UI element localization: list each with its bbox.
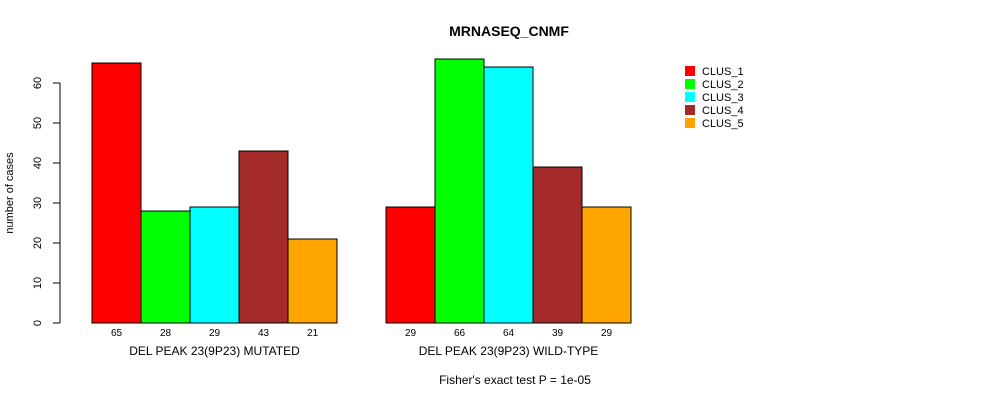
bar-clus-5-group-1 [287, 238, 338, 324]
y-tick-label: 40 [32, 157, 44, 169]
bar-value-label: 29 [405, 328, 417, 339]
bar-clus-1-group-2 [385, 206, 436, 324]
y-tick-label: 60 [32, 77, 44, 89]
legend-swatch [685, 105, 695, 115]
bar-value-label: 43 [258, 328, 270, 339]
legend-label: CLUS_4 [702, 105, 744, 117]
legend-swatch [685, 92, 695, 102]
footnote: Fisher's exact test P = 1e-05 [439, 373, 591, 387]
group-labels: DEL PEAK 23(9P23) MUTATED DEL PEAK 23(9P2… [129, 344, 598, 358]
y-tick-label: 0 [32, 320, 44, 326]
legend-label: CLUS_5 [702, 118, 744, 130]
bar-value-label: 29 [209, 328, 221, 339]
bar-value-label: 28 [160, 328, 172, 339]
bar-value-label: 66 [454, 328, 466, 339]
group-label: DEL PEAK 23(9P23) WILD-TYPE [419, 344, 599, 358]
bar-value-labels: 65 28 29 43 21 29 66 64 39 29 [111, 328, 613, 339]
bar-value-label: 65 [111, 328, 123, 339]
chart-title: MRNASEQ_CNMF [449, 23, 569, 39]
y-axis-label: number of cases [4, 152, 16, 234]
bar-clus-5-group-2 [581, 206, 632, 324]
y-axis: 0 10 20 30 40 50 60 [32, 77, 61, 326]
bar-value-label: 64 [503, 328, 515, 339]
bar-clus-4-group-1 [238, 150, 289, 324]
legend-label: CLUS_3 [702, 92, 744, 104]
group-label: DEL PEAK 23(9P23) MUTATED [129, 344, 300, 358]
legend-swatch [685, 118, 695, 128]
bar-clus-4-group-2 [532, 166, 583, 324]
y-tick-label: 50 [32, 117, 44, 129]
bar-clus-2-group-2 [434, 58, 485, 324]
bar-clus-3-group-2 [483, 66, 534, 324]
bar-value-label: 29 [601, 328, 613, 339]
bars [91, 58, 632, 324]
bar-clus-3-group-1 [189, 206, 240, 324]
y-tick-label: 30 [32, 197, 44, 209]
bar-clus-1-group-1 [91, 62, 142, 324]
legend-swatch [685, 79, 695, 89]
legend-swatch [685, 66, 695, 76]
bar-clus-2-group-1 [140, 210, 191, 324]
legend-label: CLUS_1 [702, 66, 744, 78]
legend-label: CLUS_2 [702, 79, 744, 91]
bar-value-label: 39 [552, 328, 564, 339]
y-tick-label: 10 [32, 277, 44, 289]
bar-value-label: 21 [307, 328, 319, 339]
y-tick-label: 20 [32, 237, 44, 249]
